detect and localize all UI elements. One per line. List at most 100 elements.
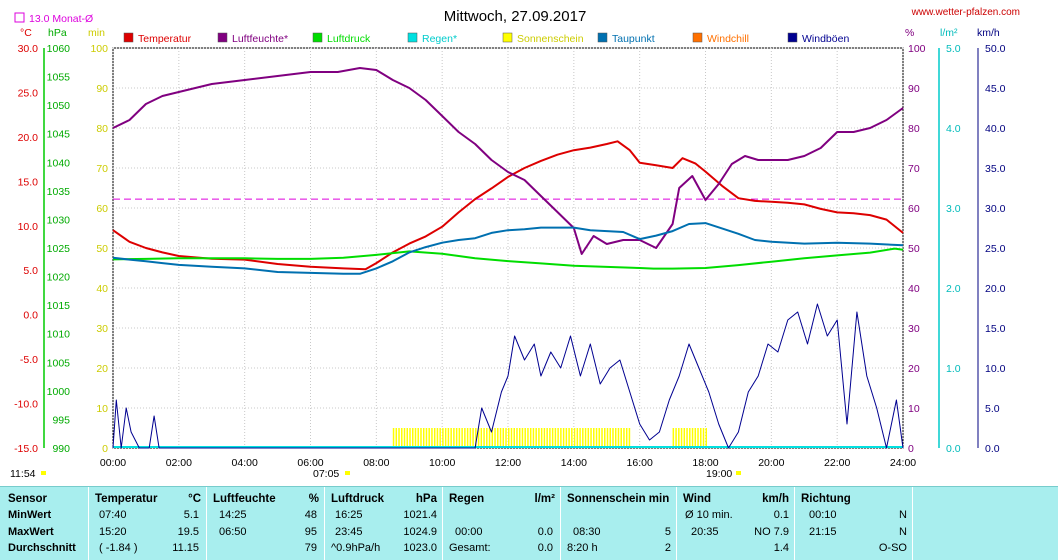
tick-rain: 2.0 — [946, 283, 961, 295]
legend-label: Windchill — [707, 33, 749, 45]
tick-humidity: 20 — [908, 363, 920, 375]
hdr-hum-unit: % — [308, 493, 319, 505]
sunshine-bar — [579, 428, 581, 448]
legend-item: Taupunkt — [597, 32, 655, 45]
legend-label: Luftdruck — [327, 33, 371, 45]
tick-wind: 20.0 — [985, 283, 1006, 295]
tick-sun: 80 — [96, 123, 108, 135]
dir-max-val: N — [899, 526, 907, 538]
tick-temp: 15.0 — [18, 176, 39, 188]
sunshine-bar — [518, 428, 521, 448]
sunshine-bar — [488, 428, 491, 448]
tick-pressure: 1005 — [47, 357, 71, 369]
sunshine-bar — [540, 428, 543, 448]
sunshine-bar — [477, 428, 480, 448]
sunshine-bar — [499, 428, 502, 448]
sunshine-bar — [491, 428, 494, 448]
hdr-sun: Sonnenschein min — [567, 493, 670, 505]
sunshine-bar — [436, 428, 439, 448]
series-windböen — [112, 303, 904, 449]
tick-sun: 60 — [96, 203, 108, 215]
tick-x: 24:00 — [890, 457, 916, 469]
hum-min-time: 14:25 — [219, 509, 247, 521]
sunshine-bar — [414, 428, 417, 448]
legend-swatch — [217, 32, 228, 43]
tick-humidity: 40 — [908, 283, 920, 295]
sunshine-bar — [486, 428, 488, 448]
legend-label: Taupunkt — [612, 33, 655, 45]
legend-swatch — [502, 32, 513, 43]
unit-wind: km/h — [977, 27, 1000, 39]
tick-pressure: 1025 — [47, 243, 71, 255]
series-temperatur — [112, 140, 904, 271]
stats-col-rain: Regen l/m² 00:00 0.0 Gesamt: 0.0 — [442, 487, 561, 560]
temp-min-time: 07:40 — [99, 509, 127, 521]
sunshine-bar — [678, 428, 680, 448]
legend-swatch — [407, 32, 418, 43]
marker-time-mid: 07:05 — [313, 468, 339, 480]
hdr-dir: Richtung — [801, 493, 851, 505]
hdr-sensor: Sensor — [8, 493, 47, 505]
hdr-hum: Luftfeuchte — [213, 493, 276, 505]
tick-humidity: 100 — [908, 43, 926, 55]
sunshine-bar — [584, 428, 587, 448]
sunshine-bar — [697, 428, 699, 448]
tick-humidity: 60 — [908, 203, 920, 215]
tick-pressure: 1045 — [47, 129, 71, 141]
sunshine-bar — [587, 428, 590, 448]
sunshine-bar — [409, 428, 411, 448]
sunshine-bar — [571, 428, 573, 448]
unit-pressure: hPa — [48, 27, 67, 39]
sunshine-bar — [442, 428, 444, 448]
sunshine-bar — [576, 428, 579, 448]
tick-x: 00:00 — [100, 457, 126, 469]
sunshine-bar — [458, 428, 461, 448]
sunshine-bar — [420, 428, 422, 448]
tick-pressure: 990 — [52, 443, 70, 455]
press-trend: ^0.9hPa/h — [331, 542, 381, 554]
tick-pressure: 1035 — [47, 186, 71, 198]
legend-item: Windböen — [787, 32, 849, 45]
sunshine-bar — [480, 428, 483, 448]
sunshine-bar — [543, 428, 546, 448]
sun-max-val: 5 — [664, 526, 671, 538]
sunshine-bar — [702, 428, 705, 448]
sunshine-bar — [691, 428, 694, 448]
sunshine-bar — [700, 428, 702, 448]
sunshine-bar — [551, 428, 554, 448]
sunshine-bar — [680, 428, 683, 448]
sunshine-bar — [516, 428, 518, 448]
sunshine-bar — [683, 428, 686, 448]
sunshine-bar — [466, 428, 469, 448]
sunshine-bar — [672, 428, 675, 448]
sunshine-bar — [422, 428, 425, 448]
hdr-wind-unit: km/h — [762, 493, 789, 505]
tick-temp: 20.0 — [18, 132, 39, 144]
legend-label: Regen* — [422, 33, 457, 45]
hdr-temp-unit: °C — [188, 493, 201, 505]
press-min-val: 1021.4 — [403, 509, 437, 521]
tick-temp: 10.0 — [18, 221, 39, 233]
legend-item: Regen* — [407, 32, 457, 45]
sunshine-bar — [497, 428, 499, 448]
sunshine-bar — [617, 428, 620, 448]
sunshine-bar — [595, 428, 598, 448]
sunshine-bar — [686, 428, 688, 448]
sunshine-bar — [604, 428, 606, 448]
sunshine-bar — [620, 428, 622, 448]
tick-rain: 0.0 — [946, 443, 961, 455]
tick-pressure: 1055 — [47, 72, 71, 84]
marker-dot-right — [736, 471, 741, 475]
tick-humidity: 90 — [908, 83, 920, 95]
tick-humidity: 80 — [908, 123, 920, 135]
site-label[interactable]: www.wetter-pfalzen.com — [911, 7, 1020, 18]
legend-swatch — [692, 32, 703, 43]
press-max-val: 1024.9 — [403, 526, 437, 538]
tick-pressure: 1020 — [47, 272, 71, 284]
legend-label: Windböen — [802, 33, 849, 45]
legend-label: Sonnenschein — [517, 33, 584, 45]
sunshine-bar — [623, 428, 625, 448]
series-taupunkt — [112, 222, 904, 275]
legend-swatch — [787, 32, 798, 43]
legend: Temperatur Luftfeuchte* Luftdruck Regen* Son… — [123, 32, 849, 45]
